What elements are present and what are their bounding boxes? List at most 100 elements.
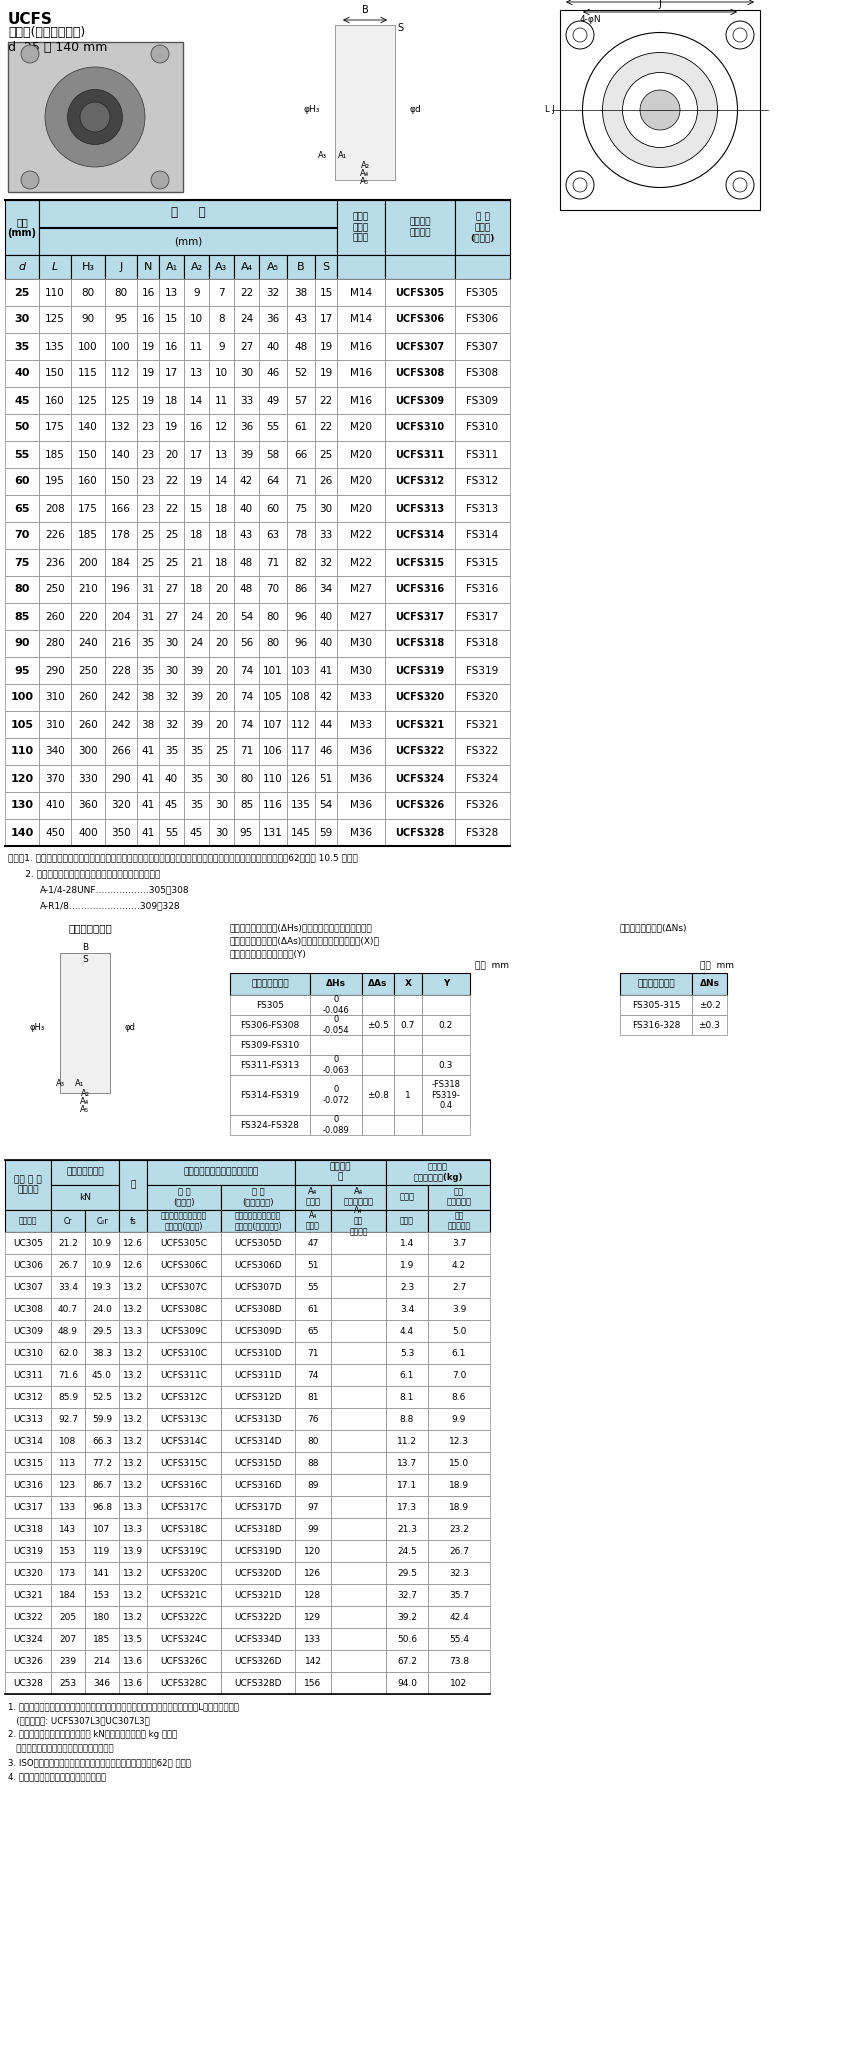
Text: 22: 22 <box>240 287 253 297</box>
Bar <box>428 1605 490 1628</box>
Bar <box>105 629 137 656</box>
Text: φd: φd <box>125 1023 136 1033</box>
Text: 290: 290 <box>111 773 131 783</box>
Bar <box>230 1074 310 1115</box>
Bar <box>147 1320 221 1343</box>
Text: 20: 20 <box>215 666 228 676</box>
Bar <box>315 387 337 414</box>
Bar <box>184 414 209 441</box>
Text: 105: 105 <box>264 693 283 703</box>
Text: 軸受箱呼び番号: 軸受箱呼び番号 <box>638 980 675 988</box>
Text: Cr: Cr <box>64 1216 72 1226</box>
Bar <box>105 820 137 847</box>
Bar <box>259 629 287 656</box>
Bar <box>385 603 455 629</box>
Bar <box>331 1540 386 1562</box>
Text: 132: 132 <box>111 422 131 433</box>
Text: 80: 80 <box>266 638 280 648</box>
Text: UC312: UC312 <box>13 1392 43 1402</box>
Bar <box>315 494 337 523</box>
Text: M30: M30 <box>350 666 372 676</box>
Text: M16: M16 <box>350 369 372 379</box>
Text: 13: 13 <box>190 369 203 379</box>
Text: M33: M33 <box>350 720 372 730</box>
Text: 280: 280 <box>45 638 65 648</box>
Text: 18.9: 18.9 <box>449 1480 469 1490</box>
Text: 20: 20 <box>215 720 228 730</box>
Bar <box>5 603 39 629</box>
Bar <box>234 332 259 361</box>
Bar <box>51 1517 85 1540</box>
Bar <box>159 414 184 441</box>
Text: 5.3: 5.3 <box>400 1349 414 1357</box>
Bar <box>295 1562 331 1585</box>
Bar <box>331 1496 386 1517</box>
Bar <box>295 1210 331 1232</box>
Text: カバー付きユニットの
呼び番号(一般防塵形): カバー付きユニットの 呼び番号(一般防塵形) <box>235 1212 282 1230</box>
Text: 10.9: 10.9 <box>92 1261 112 1269</box>
Bar <box>386 1160 490 1185</box>
Text: 3. ISOインチ系列については別途お問い合わせください。（62頁 参照）: 3. ISOインチ系列については別途お問い合わせください。（62頁 参照） <box>8 1759 191 1767</box>
Bar <box>287 656 315 685</box>
Text: 74: 74 <box>240 666 253 676</box>
Bar <box>394 1035 422 1056</box>
Bar <box>428 1628 490 1650</box>
Bar <box>315 332 337 361</box>
Text: 400: 400 <box>78 828 98 838</box>
Text: M30: M30 <box>350 638 372 648</box>
Bar <box>5 1408 51 1431</box>
Bar <box>85 1408 119 1431</box>
Bar <box>331 1255 386 1275</box>
Bar <box>51 1386 85 1408</box>
Text: 18: 18 <box>215 558 228 568</box>
Bar <box>234 629 259 656</box>
Text: 23: 23 <box>141 422 155 433</box>
Text: UC324: UC324 <box>13 1634 42 1644</box>
Text: 54: 54 <box>320 800 332 810</box>
Text: (呼び番号例: UCFS307L3、UC307L3）: (呼び番号例: UCFS307L3、UC307L3） <box>8 1716 150 1724</box>
Bar <box>337 685 385 711</box>
Text: 360: 360 <box>78 800 98 810</box>
Text: 24: 24 <box>240 314 253 324</box>
Text: 100: 100 <box>10 693 33 703</box>
Text: 48: 48 <box>240 584 253 594</box>
Text: 101: 101 <box>264 666 283 676</box>
Text: 71.6: 71.6 <box>58 1371 78 1380</box>
Bar <box>209 629 234 656</box>
Bar <box>386 1408 428 1431</box>
Bar <box>5 549 39 576</box>
Bar <box>137 820 159 847</box>
Bar <box>147 1185 221 1210</box>
Bar <box>428 1451 490 1474</box>
Bar <box>137 414 159 441</box>
Text: 9: 9 <box>218 342 224 351</box>
Text: 117: 117 <box>291 746 311 756</box>
Bar <box>85 1320 119 1343</box>
Bar <box>71 441 105 467</box>
Text: 36: 36 <box>266 314 280 324</box>
Bar <box>386 1232 428 1255</box>
Text: L J: L J <box>545 105 555 115</box>
Text: 82: 82 <box>294 558 308 568</box>
Bar <box>221 1275 295 1298</box>
Text: 40: 40 <box>320 611 332 621</box>
Text: 74: 74 <box>240 693 253 703</box>
Bar <box>310 1015 362 1035</box>
Text: 86: 86 <box>294 584 308 594</box>
Bar <box>39 228 337 254</box>
Text: 25: 25 <box>165 558 178 568</box>
Bar <box>209 414 234 441</box>
Bar <box>119 1496 147 1517</box>
Bar <box>362 1074 394 1115</box>
Text: 33: 33 <box>320 531 332 541</box>
Bar <box>71 738 105 765</box>
Bar <box>39 820 71 847</box>
Text: UC307: UC307 <box>13 1283 43 1292</box>
Ellipse shape <box>603 53 717 168</box>
Text: FS315: FS315 <box>467 558 499 568</box>
Bar <box>315 254 337 279</box>
Bar <box>137 685 159 711</box>
Bar <box>119 1232 147 1255</box>
Text: 75: 75 <box>294 504 308 512</box>
Text: 120: 120 <box>304 1546 321 1556</box>
